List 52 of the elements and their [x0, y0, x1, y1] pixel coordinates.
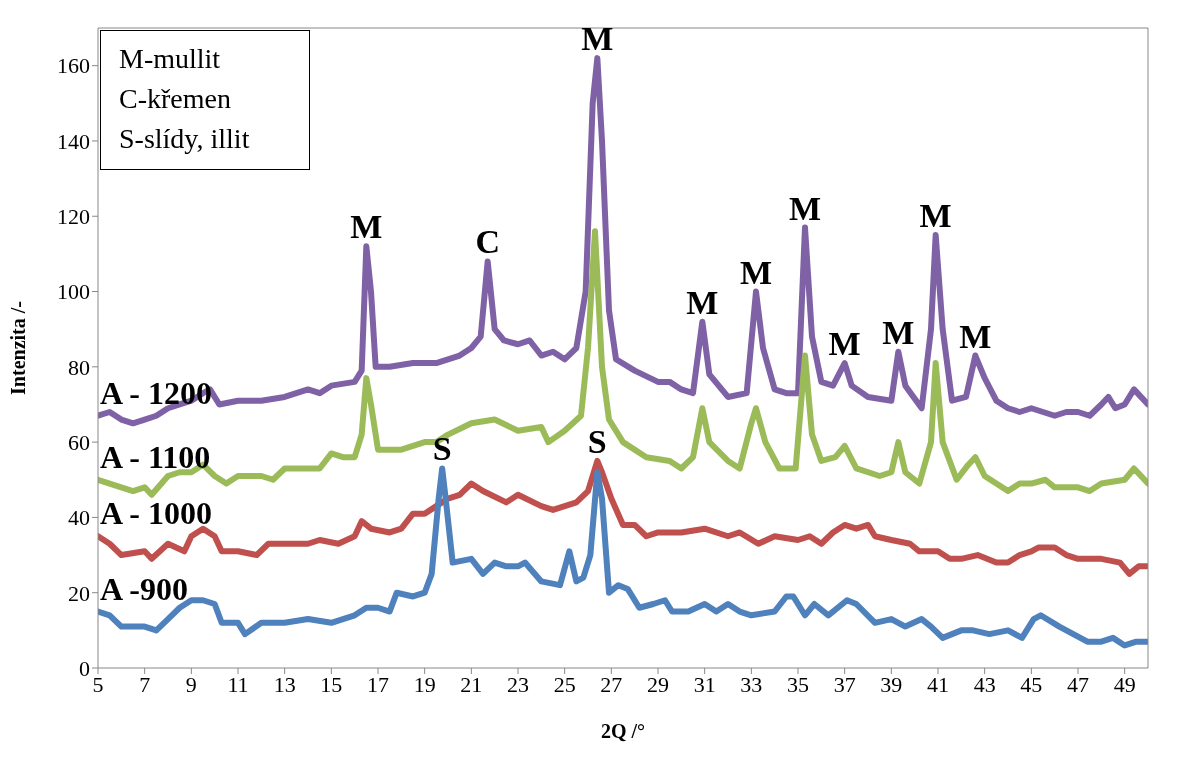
- y-tick-label: 80: [68, 354, 90, 380]
- x-tick-label: 49: [1113, 671, 1136, 697]
- y-tick-label: 40: [68, 505, 90, 531]
- y-tick-label: 60: [68, 429, 90, 455]
- annotation: M: [686, 283, 719, 321]
- x-tick-label: 27: [600, 671, 623, 697]
- annotation: C-křemen: [119, 82, 232, 116]
- x-tick-label: 33: [740, 671, 763, 697]
- annotation: M: [739, 253, 773, 291]
- annotation: S: [432, 430, 452, 468]
- annotation: M: [581, 20, 614, 58]
- y-tick-label: 140: [57, 128, 90, 154]
- x-tick-label: 9: [185, 671, 197, 697]
- x-tick-label: 13: [273, 671, 296, 697]
- y-tick-label: 100: [57, 279, 90, 305]
- series-label: A - 1000: [100, 495, 212, 532]
- x-tick-label: 47: [1067, 671, 1089, 697]
- x-tick-label: 45: [1020, 671, 1043, 697]
- annotation: M-mullit: [119, 42, 222, 76]
- y-tick-label: 120: [57, 204, 90, 230]
- annotation: M: [788, 189, 822, 227]
- annotation: M: [350, 208, 383, 246]
- y-tick-label: 160: [57, 53, 90, 79]
- x-tick-label: 35: [787, 671, 809, 697]
- annotation: M: [919, 197, 952, 235]
- y-tick-label: 20: [68, 580, 90, 606]
- x-tick-label: 31: [693, 671, 716, 697]
- series-label: A - 1100: [100, 438, 211, 475]
- y-axis-title: Intenzita /-: [7, 301, 30, 395]
- annotation: M: [882, 313, 915, 351]
- annotation: S-slídy, illit: [119, 122, 250, 156]
- x-tick-label: 23: [507, 671, 529, 697]
- x-tick-label: 41: [927, 671, 949, 697]
- x-tick-label: 25: [553, 671, 576, 697]
- x-tick-label: 5: [92, 671, 104, 697]
- x-tick-label: 37: [833, 671, 856, 697]
- x-tick-label: 39: [880, 671, 903, 697]
- annotation: M: [959, 317, 992, 355]
- annotation: S: [587, 422, 607, 460]
- x-tick-label: 21: [460, 671, 483, 697]
- x-tick-label: 11: [227, 671, 249, 697]
- annotation: C: [475, 223, 500, 261]
- x-tick-label: 19: [413, 671, 436, 697]
- x-axis-title: 2Q /°: [600, 720, 646, 742]
- annotation: M: [828, 325, 861, 363]
- x-tick-label: 7: [139, 671, 151, 697]
- x-tick-label: 29: [647, 671, 669, 697]
- y-tick-label: 0: [79, 655, 90, 681]
- series-label: A -900: [100, 570, 188, 607]
- x-tick-label: 43: [973, 671, 996, 697]
- x-tick-label: 17: [367, 671, 389, 697]
- x-tick-label: 15: [320, 671, 343, 697]
